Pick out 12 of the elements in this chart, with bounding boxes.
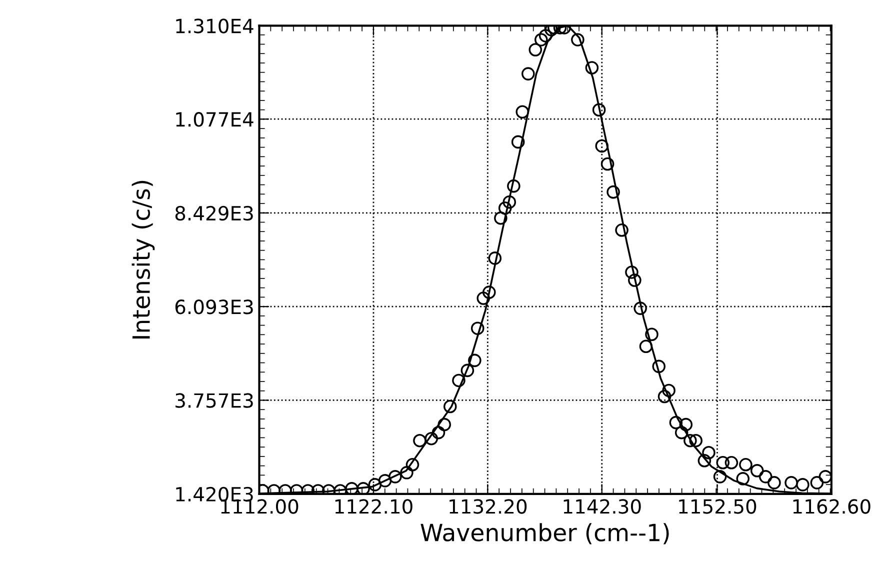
x-tick-label: 1122.10 <box>335 499 412 514</box>
y-tick-label: 6.093E3 <box>175 300 253 314</box>
x-tick-label: 1132.20 <box>450 499 527 514</box>
y-axis-title: Intensity (c/s) <box>132 180 155 338</box>
y-tick-label: 3.757E3 <box>176 393 253 408</box>
y-tick-label: 8.429E3 <box>175 206 253 221</box>
y-tick-label: 1.310E4 <box>176 18 254 34</box>
x-tick-label: 1162.60 <box>793 499 870 514</box>
x-tick-label: 1142.30 <box>564 499 641 514</box>
x-axis-title: Wavenumber (cm--1) <box>420 523 669 544</box>
x-tick-label: 1152.50 <box>679 499 756 514</box>
y-tick-label: 1.077E4 <box>176 112 254 127</box>
